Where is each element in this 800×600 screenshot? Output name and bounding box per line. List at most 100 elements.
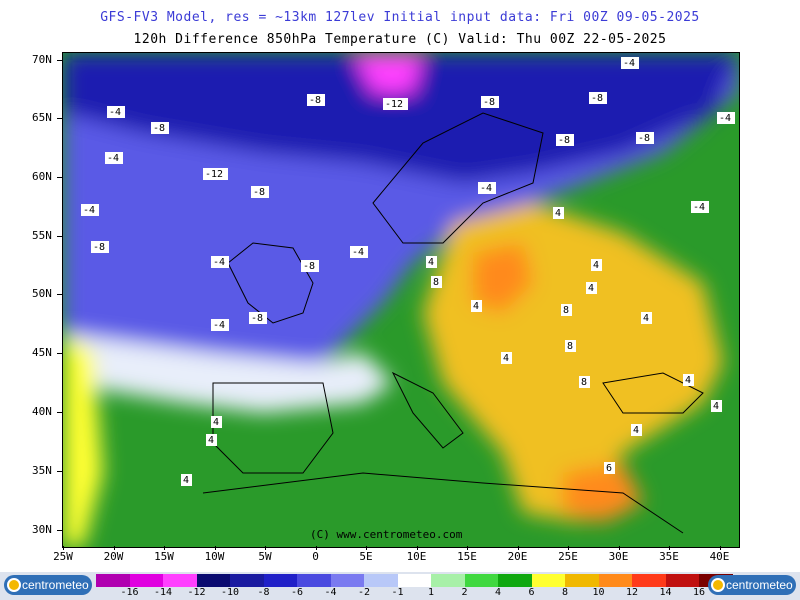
- longitude-tick: [113, 546, 115, 550]
- latitude-tick: [57, 118, 62, 119]
- longitude-label: 15E: [457, 550, 477, 563]
- latitude-tick: [57, 60, 62, 61]
- contour-label: 8: [567, 341, 573, 352]
- longitude-tick: [467, 546, 468, 550]
- contour-label-box: [501, 352, 512, 364]
- contour-label: 4: [473, 301, 479, 312]
- color-swatch: [397, 574, 431, 587]
- scandinavia-coast: [372, 112, 544, 244]
- color-swatch: [565, 574, 599, 587]
- latitude-label: 70N: [32, 53, 52, 66]
- contour-label-box: [211, 416, 222, 428]
- contour-label-box: [105, 152, 123, 164]
- contour-label-box: [553, 207, 564, 219]
- contour-label: -4: [352, 247, 364, 258]
- longitude-tick: [618, 546, 620, 550]
- longitude-tick: [719, 546, 721, 550]
- logo-text: centrometeo: [22, 578, 89, 592]
- longitude-label: 25E: [558, 550, 578, 563]
- colorbar-label: -14: [153, 587, 173, 598]
- colorbar-label: -8: [257, 587, 270, 598]
- contour-label-box: [181, 474, 192, 486]
- contour-label-box: [211, 319, 229, 331]
- contour-label: -8: [253, 187, 265, 198]
- longitude-tick: [265, 546, 266, 550]
- contour-label-box: [151, 122, 169, 134]
- colorbar-label: 8: [561, 587, 569, 598]
- color-swatch: [96, 574, 130, 587]
- contour-label-box: [565, 340, 576, 352]
- contour-label-box: [589, 92, 607, 104]
- contour-label: -4: [107, 153, 119, 164]
- north-africa-coast: [202, 472, 684, 534]
- contour-label: -8: [638, 133, 650, 144]
- longitude-label: 5E: [359, 550, 373, 563]
- black-sea-coast: [602, 372, 704, 414]
- contour-label-box: [561, 304, 572, 316]
- color-swatch: [297, 574, 331, 587]
- contour-label: 8: [581, 377, 587, 388]
- colorbar-label: 10: [592, 587, 605, 598]
- contour-label: -8: [309, 95, 321, 106]
- longitude-tick: [568, 546, 569, 550]
- contour-label-box: [579, 376, 590, 388]
- map-panel: -4 -4 -8 -12 -8 -8 -4 -8 -4 -8 -4 -8 -12 -8 -8 -4 -8 -4 -4…: [62, 52, 740, 548]
- contour-label-box: [604, 462, 615, 474]
- contour-label: 6: [606, 463, 612, 474]
- contour-label-box: [211, 256, 229, 268]
- contour-label: 4: [593, 260, 599, 271]
- longitude-label: 20E: [507, 550, 528, 563]
- contour-label-box: [641, 312, 652, 324]
- contour-label: 4: [633, 425, 639, 436]
- colorbar-label: 16: [692, 587, 706, 598]
- longitude-label: 20W: [103, 550, 124, 563]
- longitude-tick: [669, 546, 670, 550]
- colorbar-label: 1: [427, 587, 435, 598]
- color-swatch: [364, 574, 398, 587]
- contour-label: -4: [480, 183, 492, 194]
- latitude-label: 40N: [32, 405, 52, 418]
- title-line-1: GFS-FV3 Model, res = ~13km 127lev Initia…: [100, 10, 700, 25]
- italy-coast: [391, 371, 464, 449]
- contour-label: 8: [433, 277, 439, 288]
- color-swatch: [598, 574, 632, 587]
- latitude-label: 30N: [32, 523, 52, 536]
- temperature-difference-map: -4 -4 -8 -12 -8 -8 -4 -8 -4 -8 -4 -8 -12 -8 -8 -4 -8 -4 -4…: [63, 53, 739, 547]
- contour-label-box: [471, 300, 482, 312]
- contour-label: -4: [213, 320, 225, 331]
- contour-label: -8: [558, 135, 570, 146]
- arctic-extreme-cold: [353, 53, 423, 93]
- contour-label-box: [81, 204, 99, 216]
- contour-label-box: [251, 186, 269, 198]
- contour-label: -4: [109, 107, 121, 118]
- color-swatch: [531, 574, 565, 587]
- contour-label: 4: [183, 475, 189, 486]
- contour-label: -4: [719, 113, 731, 124]
- contour-label: 4: [213, 417, 219, 428]
- contour-label-box: [481, 96, 499, 108]
- colorbar-label: -2: [357, 587, 371, 598]
- longitude-tick: [416, 546, 418, 550]
- strong-warm-anomaly-region-south: [563, 463, 643, 523]
- contour-label-box: [426, 256, 437, 268]
- contour-label-box: [107, 106, 125, 118]
- latitude-label: 35N: [32, 464, 52, 477]
- contour-label-box: [683, 374, 694, 386]
- longitude-tick: [164, 546, 165, 550]
- color-swatch: [632, 574, 666, 587]
- british-isles-coast: [227, 242, 314, 324]
- latitude-tick: [57, 294, 62, 295]
- contour-label: -4: [213, 257, 225, 268]
- contour-label: -8: [93, 242, 105, 253]
- logo-text: centrometeo: [726, 578, 793, 592]
- color-swatch: [431, 574, 465, 587]
- latitude-tick: [57, 471, 62, 472]
- contour-label: -12: [385, 99, 403, 110]
- contour-label: 4: [555, 208, 561, 219]
- contour-label: -4: [83, 205, 95, 216]
- latitude-label: 55N: [32, 229, 52, 242]
- longitude-label: 30E: [608, 550, 629, 563]
- contour-label-box: [478, 182, 496, 194]
- contour-label-box: [301, 260, 319, 272]
- colorbar-label: -10: [220, 587, 240, 598]
